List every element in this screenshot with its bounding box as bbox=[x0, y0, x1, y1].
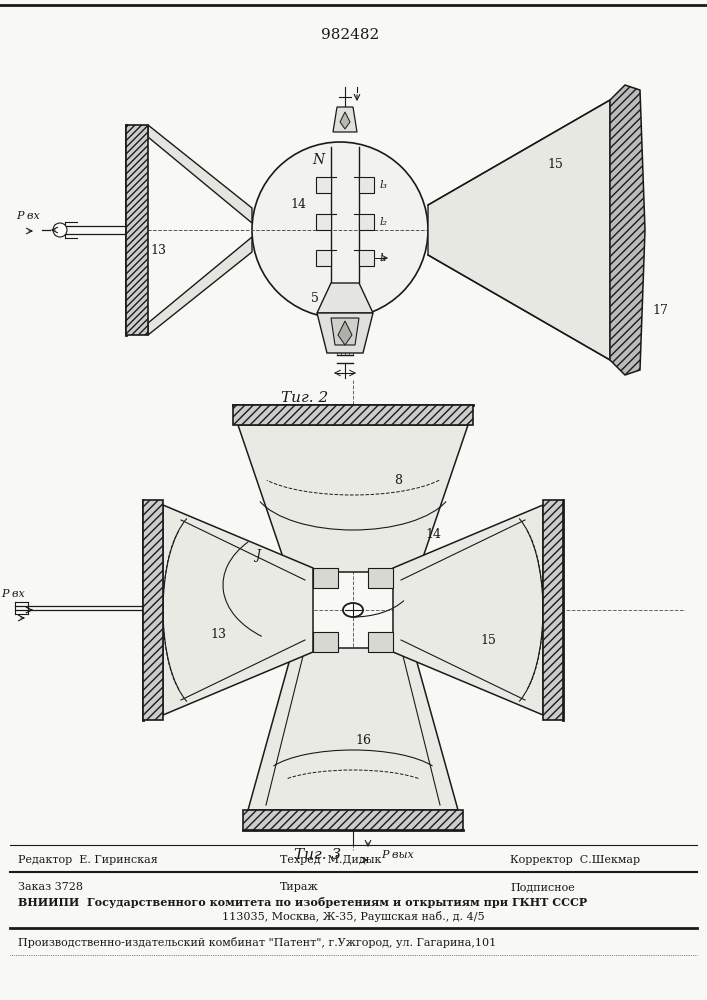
Text: 17: 17 bbox=[652, 304, 668, 316]
Polygon shape bbox=[340, 112, 350, 129]
Text: Заказ 3728: Заказ 3728 bbox=[18, 882, 83, 892]
Text: 15: 15 bbox=[480, 634, 496, 647]
Text: Р вх: Р вх bbox=[1, 589, 25, 599]
Polygon shape bbox=[126, 125, 148, 335]
Text: Р вых: Р вых bbox=[382, 850, 414, 860]
Text: 14: 14 bbox=[425, 528, 441, 542]
Polygon shape bbox=[359, 214, 374, 230]
Text: 15: 15 bbox=[547, 158, 563, 172]
Text: 113035, Москва, Ж-35, Раушская наб., д. 4/5: 113035, Москва, Ж-35, Раушская наб., д. … bbox=[222, 912, 484, 922]
Polygon shape bbox=[248, 648, 458, 810]
Text: Τиг. 2: Τиг. 2 bbox=[281, 391, 329, 405]
Polygon shape bbox=[368, 632, 393, 652]
Text: Корректор  С.Шекмар: Корректор С.Шекмар bbox=[510, 855, 640, 865]
Text: Τиг. 3: Τиг. 3 bbox=[294, 848, 341, 862]
Polygon shape bbox=[610, 85, 645, 375]
Text: 14: 14 bbox=[290, 198, 306, 212]
Text: l₁: l₁ bbox=[380, 253, 388, 263]
Polygon shape bbox=[543, 500, 563, 720]
Polygon shape bbox=[313, 568, 338, 588]
Polygon shape bbox=[338, 321, 352, 345]
Text: 13: 13 bbox=[210, 629, 226, 642]
Polygon shape bbox=[316, 214, 331, 230]
Polygon shape bbox=[238, 425, 468, 572]
Polygon shape bbox=[148, 125, 252, 223]
Text: Тираж: Тираж bbox=[280, 882, 319, 892]
Polygon shape bbox=[317, 313, 373, 353]
Polygon shape bbox=[243, 810, 463, 830]
Polygon shape bbox=[428, 100, 610, 360]
Text: J: J bbox=[255, 548, 260, 562]
Polygon shape bbox=[148, 237, 252, 335]
Text: N: N bbox=[312, 153, 324, 167]
Text: 13: 13 bbox=[150, 243, 166, 256]
Text: Производственно-издательский комбинат "Патент", г.Ужгород, ул. Гагарина,101: Производственно-издательский комбинат "П… bbox=[18, 936, 496, 948]
Polygon shape bbox=[359, 250, 374, 266]
Polygon shape bbox=[368, 568, 393, 588]
Ellipse shape bbox=[343, 603, 363, 617]
Text: Техред  М.Дидык: Техред М.Дидык bbox=[280, 855, 381, 865]
Polygon shape bbox=[233, 405, 473, 425]
Polygon shape bbox=[317, 283, 373, 313]
Polygon shape bbox=[143, 500, 163, 720]
Text: Р вх: Р вх bbox=[16, 211, 40, 221]
Text: 8: 8 bbox=[394, 474, 402, 487]
Text: Подписное: Подписное bbox=[510, 882, 575, 892]
Polygon shape bbox=[163, 505, 313, 715]
Polygon shape bbox=[316, 250, 331, 266]
Text: 982482: 982482 bbox=[321, 28, 379, 42]
Polygon shape bbox=[316, 177, 331, 193]
Text: l₃: l₃ bbox=[380, 180, 388, 190]
Polygon shape bbox=[393, 505, 543, 715]
Text: l₂: l₂ bbox=[380, 217, 388, 227]
Text: 5: 5 bbox=[311, 292, 319, 304]
Circle shape bbox=[252, 142, 428, 318]
Text: Редактор  Е. Гиринская: Редактор Е. Гиринская bbox=[18, 855, 158, 865]
Circle shape bbox=[53, 223, 67, 237]
Polygon shape bbox=[313, 632, 338, 652]
Polygon shape bbox=[333, 107, 357, 132]
Text: 16: 16 bbox=[355, 734, 371, 746]
Text: ВНИИПИ  Государственного комитета по изобретениям и открытиям при ГКНТ СССР: ВНИИПИ Государственного комитета по изоб… bbox=[18, 896, 587, 908]
Polygon shape bbox=[359, 177, 374, 193]
Polygon shape bbox=[331, 318, 359, 345]
